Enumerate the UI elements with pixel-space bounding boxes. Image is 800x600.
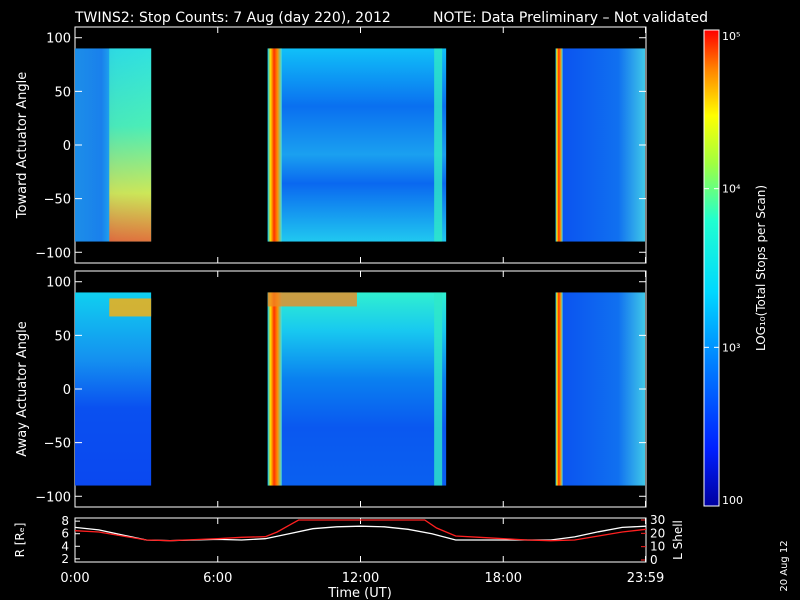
xtick-label: 0:00 bbox=[60, 571, 89, 586]
heatmap-block bbox=[267, 48, 447, 242]
ytick-label: −50 bbox=[44, 437, 71, 452]
xtick-label: 12:00 bbox=[342, 571, 379, 586]
heatmap-block bbox=[75, 292, 152, 486]
heatmap-shade bbox=[109, 48, 152, 242]
ytick-label: −100 bbox=[35, 490, 71, 505]
colorbar-label: LOG₁₀(Total Stops per Scan) bbox=[754, 185, 768, 351]
ytick-label: 0 bbox=[63, 383, 71, 398]
preliminary-note: NOTE: Data Preliminary – Not validated bbox=[433, 10, 708, 26]
radius-line bbox=[74, 525, 647, 542]
toward-heatmap bbox=[75, 48, 645, 242]
ytick-label: 2 bbox=[61, 552, 69, 566]
ytick-label: −100 bbox=[35, 246, 71, 261]
orbit-lines bbox=[74, 519, 647, 542]
time-xlabel: Time (UT) bbox=[327, 586, 392, 600]
ytick-label: 10 bbox=[650, 540, 665, 554]
ytick-label: 20 bbox=[650, 526, 665, 540]
colorbar-ticks: 10⁵ 10⁴ 10³ 100 bbox=[704, 29, 743, 507]
away-ylabel: Away Actuator Angle bbox=[15, 321, 30, 456]
heatmap-block bbox=[267, 292, 447, 486]
colorbar-tick-label: 10⁴ bbox=[722, 183, 741, 196]
xtick-label: 23:59 bbox=[627, 571, 664, 586]
colorbar-tick-label: 10⁵ bbox=[722, 30, 740, 43]
ytick-label: 0 bbox=[63, 139, 71, 154]
heatmap-shade bbox=[267, 292, 357, 307]
heatmap-block bbox=[555, 48, 645, 242]
heatmap-stripe bbox=[267, 292, 282, 486]
heatmap-stripe bbox=[267, 48, 282, 242]
side-date: 20 Aug 12 bbox=[779, 540, 790, 591]
heatmap-stripe bbox=[434, 292, 443, 486]
xtick-label: 6:00 bbox=[203, 571, 232, 586]
colorbar bbox=[703, 29, 720, 507]
away-heatmap bbox=[75, 292, 645, 486]
heatmap-stripe bbox=[555, 292, 563, 486]
heatmap-shade bbox=[109, 298, 152, 317]
colorbar-tick-label: 100 bbox=[722, 494, 743, 507]
heatmap-stripe bbox=[434, 48, 443, 242]
ytick-label: −50 bbox=[44, 193, 71, 208]
ytick-label: 0 bbox=[650, 553, 658, 567]
orbit-right-label: L Shell bbox=[671, 520, 685, 560]
ytick-label: 50 bbox=[54, 85, 71, 100]
ytick-label: 50 bbox=[54, 329, 71, 344]
heatmap-block bbox=[555, 292, 645, 486]
heatmap-stripe bbox=[555, 48, 563, 242]
lshell-line bbox=[74, 519, 647, 542]
ytick-label: 30 bbox=[650, 513, 665, 527]
orbit-left-label: R [Rₑ] bbox=[13, 523, 27, 558]
ytick-label: 6 bbox=[61, 527, 69, 541]
xtick-label: 18:00 bbox=[485, 571, 522, 586]
chart-title: TWINS2: Stop Counts: 7 Aug (day 220), 20… bbox=[74, 10, 391, 26]
ytick-label: 100 bbox=[46, 276, 71, 291]
ytick-label: 8 bbox=[61, 514, 69, 528]
ytick-label: 4 bbox=[61, 539, 69, 553]
ytick-label: 100 bbox=[46, 32, 71, 47]
colorbar-tick-label: 10³ bbox=[722, 341, 740, 354]
toward-ylabel: Toward Actuator Angle bbox=[15, 72, 30, 219]
axis-ticks: 100500−50−100100500−50−100246801020300:0… bbox=[35, 27, 665, 586]
